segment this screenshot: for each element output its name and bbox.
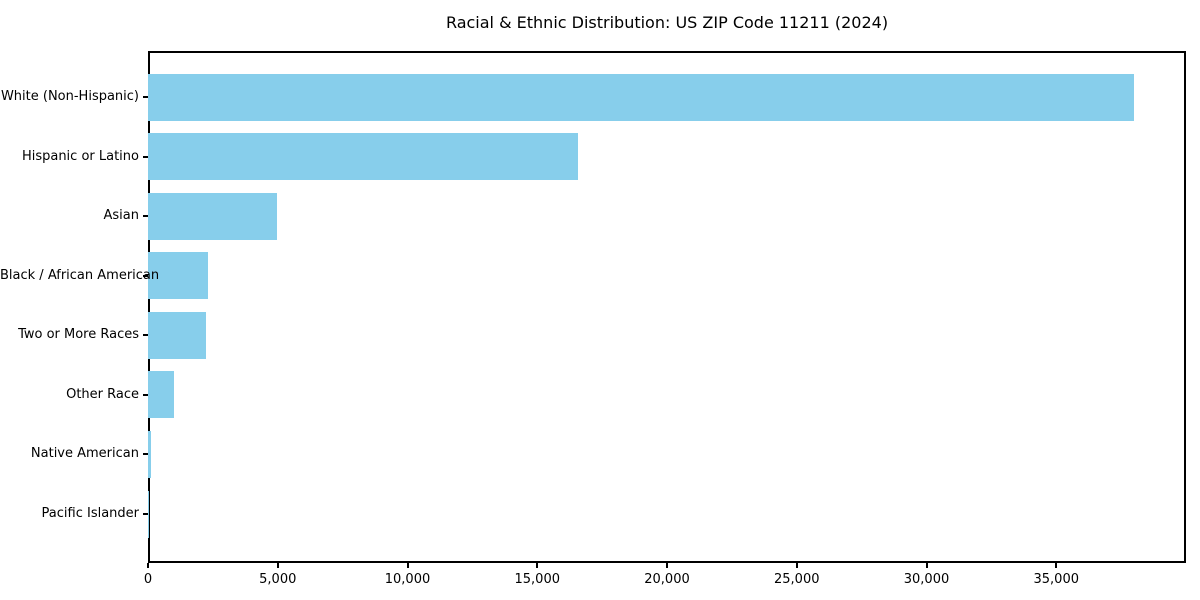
x-tick-label: 0: [143, 572, 153, 587]
y-tick-mark: [143, 334, 148, 337]
x-tick-mark: [666, 563, 668, 568]
x-tick-label: 20,000: [644, 572, 690, 587]
bar: [148, 73, 1135, 121]
y-tick-label: Two or More Races: [18, 327, 139, 343]
x-tick-label: 30,000: [903, 572, 950, 587]
x-tick-label: 35,000: [1033, 572, 1080, 587]
y-tick-mark: [143, 215, 148, 218]
bar: [148, 311, 207, 359]
x-tick-mark: [147, 563, 149, 568]
x-tick-mark: [925, 563, 928, 568]
y-tick-mark: [143, 155, 148, 158]
y-tick-label: White (Non-Hispanic): [0, 89, 139, 104]
x-tick-mark: [406, 563, 409, 568]
bar: [148, 490, 149, 538]
y-tick-mark: [143, 393, 148, 396]
y-tick-label: Native American: [30, 446, 139, 462]
y-tick-label: Pacific Islander: [41, 506, 139, 521]
bar: [148, 371, 175, 419]
x-tick-mark: [536, 563, 539, 568]
x-tick-label: 10,000: [384, 572, 431, 587]
bar: [148, 430, 152, 478]
y-tick-label: Other Race: [66, 386, 139, 402]
x-tick-label: 25,000: [774, 572, 820, 587]
bar: [148, 192, 277, 240]
bar: [148, 252, 208, 300]
x-tick-label: 15,000: [514, 572, 561, 587]
bar: [148, 133, 578, 181]
y-tick-mark: [143, 274, 148, 277]
chart-title: Racial & Ethnic Distribution: US ZIP Cod…: [445, 13, 889, 32]
x-tick-label: 5,000: [259, 572, 297, 587]
y-tick-label: Asian: [103, 208, 139, 224]
y-tick-mark: [143, 96, 148, 98]
y-tick-label: Black / African American: [0, 267, 160, 283]
y-tick-mark: [143, 513, 148, 515]
y-tick-mark: [143, 453, 148, 456]
x-tick-mark: [276, 563, 279, 568]
x-tick-mark: [1055, 563, 1058, 568]
y-tick-label: Hispanic or Latino: [21, 148, 139, 164]
plot-area: [148, 51, 1186, 563]
x-tick-mark: [795, 563, 798, 568]
